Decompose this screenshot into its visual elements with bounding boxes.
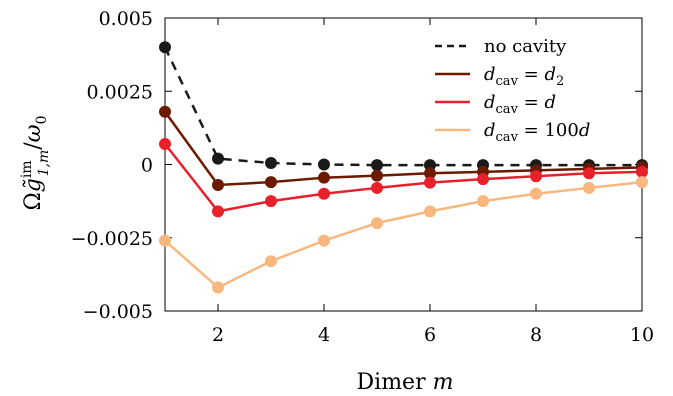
series-3-point [636,176,648,189]
series-line-2 [164,143,643,213]
series-2-point [265,195,277,208]
x-tick-label: 4 [318,324,330,346]
x-tick-label: 6 [424,324,436,346]
series-1-point [212,179,224,192]
series-2-point [371,181,383,194]
series-0-point [371,159,383,172]
series-3-point [265,255,277,268]
y-tick-label: 0 [141,155,153,177]
x-tick-label: 2 [212,324,224,346]
y-tick-label: −0.0025 [71,228,153,250]
series-2-point [424,176,436,189]
series-2-point [636,165,648,178]
series-3-point [212,281,224,294]
series-2-point [212,205,224,218]
series-2-point [530,170,542,183]
legend-label-dcav-100d: dcav = 100d [484,120,590,145]
series-0-point [318,158,330,171]
y-tick-labels: 0.005 0.0025 0 −0.0025 −0.005 [71,8,153,323]
series-line-0 [163,46,642,167]
y-tick-label: 0.005 [99,8,153,30]
series-2-point [583,167,595,180]
series-1-point [265,176,277,189]
series-1-point [318,171,330,184]
series-0-point [424,159,436,172]
x-tick-label: 8 [530,324,542,346]
legend: no cavity dcav = d2 dcav = d dcav = 100d [435,36,590,145]
series-2-point [318,187,330,200]
y-tick-label: −0.005 [83,301,153,323]
series-0-point [212,152,224,165]
series-3-point [424,205,436,218]
series-3-point [318,234,330,247]
legend-label-dcav-d2: dcav = d2 [484,64,564,89]
series-1-point [424,167,436,180]
x-axis-title: Dimer m [357,370,454,395]
series-2-point [477,173,489,186]
series-3-point [583,181,595,194]
series-line-3 [164,180,643,290]
series-3-point [371,217,383,230]
series-line-1 [163,111,643,187]
legend-label-no-cavity: no cavity [484,36,567,57]
legend-label-dcav-d: dcav = d [484,92,556,117]
x-tick-labels: 2 4 6 8 10 [212,324,654,346]
series-3-point [530,187,542,200]
series-2-point [159,137,171,150]
series-1-point [371,169,383,182]
x-tick-label: 10 [630,324,654,346]
series-layer [159,41,648,294]
y-tick-label: 0.0025 [87,81,153,103]
series-1-point [159,105,171,118]
series-0-point [159,41,171,54]
series-0-point [265,157,277,170]
y-axis-title: Ωg̃im1,m/ω0 [19,115,52,210]
series-3-point [159,234,171,247]
series-3-point [477,195,489,208]
